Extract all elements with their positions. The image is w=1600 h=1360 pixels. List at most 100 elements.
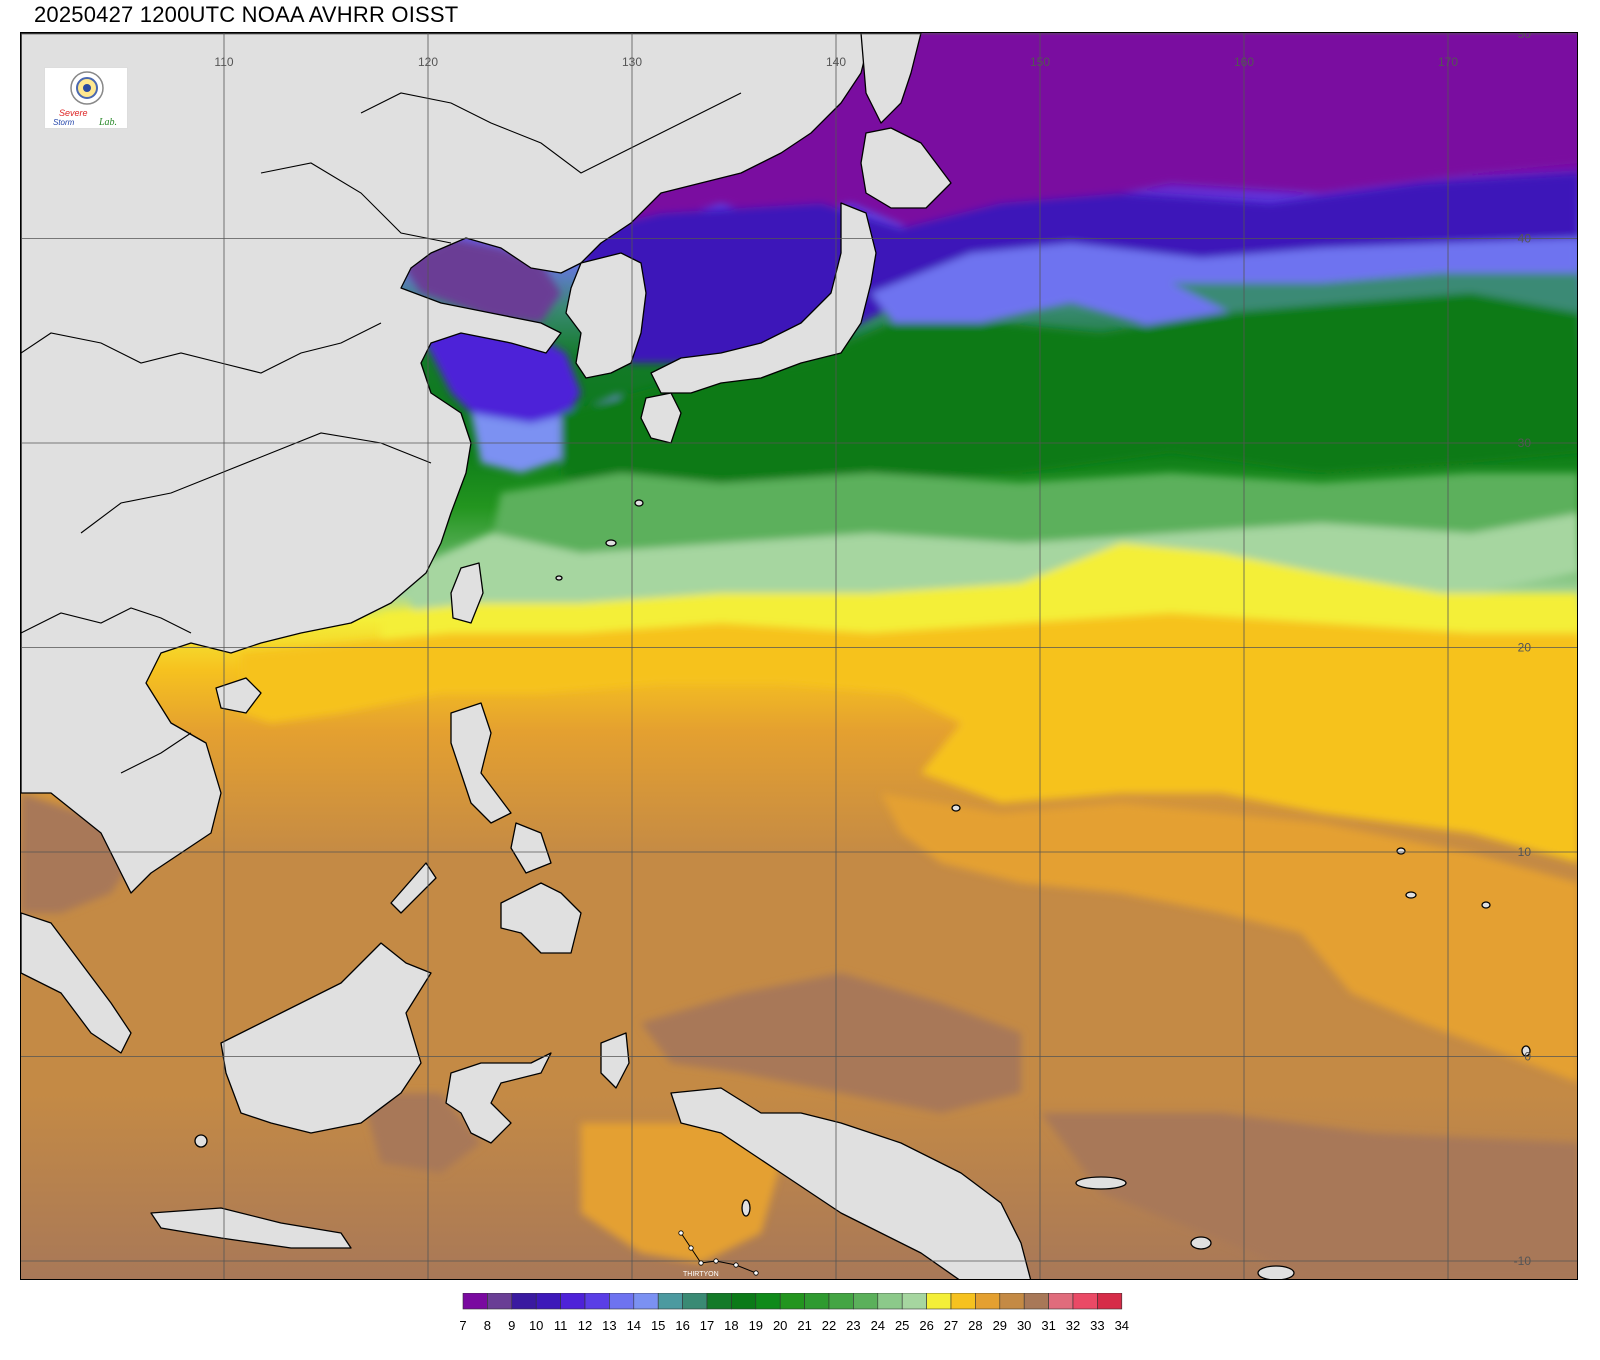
lon-label-110: 110 bbox=[214, 55, 233, 69]
lon-label-140: 140 bbox=[826, 55, 846, 69]
colorbar-label: 15 bbox=[650, 1318, 666, 1333]
colorbar-label: 34 bbox=[1114, 1318, 1130, 1333]
land bbox=[21, 33, 1531, 1279]
colorbar-swatch bbox=[975, 1292, 1001, 1310]
land-malay-sumatra bbox=[21, 912, 132, 1054]
land-luzon bbox=[450, 702, 512, 824]
colorbar-label: 32 bbox=[1065, 1318, 1081, 1333]
colorbar-swatch bbox=[462, 1292, 488, 1310]
land-java bbox=[150, 1207, 352, 1249]
land-island-1 bbox=[951, 804, 961, 812]
sst-band-gold-south bbox=[581, 1123, 781, 1263]
colorbar-swatch bbox=[609, 1292, 635, 1310]
colorbar-swatch bbox=[706, 1292, 732, 1310]
land-korea bbox=[565, 252, 647, 379]
lat-label-20: 20 bbox=[1518, 641, 1532, 655]
borders bbox=[21, 92, 742, 774]
land-ryukyu-3 bbox=[555, 575, 563, 581]
track-annotation: THIRTYON bbox=[678, 1230, 759, 1278]
colorbar-label: 13 bbox=[602, 1318, 617, 1333]
land-island-8 bbox=[1257, 1265, 1295, 1279]
colorbar-label: 8 bbox=[483, 1318, 491, 1333]
land-island-4 bbox=[1481, 901, 1491, 909]
sst-band-dark-green bbox=[561, 293, 1577, 503]
colorbar-swatch bbox=[487, 1292, 513, 1310]
colorbar-swatch bbox=[1097, 1292, 1123, 1310]
colorbar-swatch bbox=[853, 1292, 879, 1310]
sst-band-pale-green bbox=[401, 513, 1577, 633]
lon-label-170: 170 bbox=[1438, 55, 1458, 69]
colorbar-swatch bbox=[535, 1292, 561, 1310]
colorbar-swatch bbox=[804, 1292, 830, 1310]
colorbar-label: 16 bbox=[675, 1318, 690, 1333]
colorbar-label: 14 bbox=[626, 1318, 642, 1333]
land-island-9 bbox=[741, 1199, 751, 1217]
lat-label--10: -10 bbox=[1514, 1254, 1532, 1268]
colorbar-label: 20 bbox=[772, 1318, 788, 1333]
map-title: 20250427 1200UTC NOAA AVHRR OISST bbox=[34, 2, 459, 27]
colorbar-label: 18 bbox=[724, 1318, 739, 1333]
land-island-5 bbox=[1521, 1045, 1531, 1057]
sst-band-yellow bbox=[381, 543, 1577, 653]
colorbar-label: 10 bbox=[528, 1318, 544, 1333]
land-ryukyu-1 bbox=[605, 539, 617, 547]
lon-label-160: 160 bbox=[1234, 55, 1254, 69]
svg-text:Lab.: Lab. bbox=[98, 117, 117, 128]
colorbar-label: 30 bbox=[1016, 1318, 1032, 1333]
land-island-6 bbox=[1075, 1176, 1127, 1190]
land-hokkaido bbox=[860, 127, 952, 209]
colorbar-label: 7 bbox=[459, 1318, 467, 1333]
colorbar-swatch bbox=[950, 1292, 976, 1310]
sst-band-brown-banda bbox=[361, 1093, 481, 1173]
land-ryukyu-2 bbox=[634, 499, 644, 507]
sst-band-gold bbox=[881, 793, 1577, 1083]
lon-label-150: 150 bbox=[1030, 55, 1050, 69]
land-sulawesi bbox=[445, 1052, 552, 1144]
colorbar-label: 23 bbox=[846, 1318, 861, 1333]
sst-field bbox=[21, 33, 1577, 1279]
colorbar-swatch bbox=[584, 1292, 610, 1310]
land-island-2 bbox=[1396, 847, 1406, 855]
colorbar-label: 17 bbox=[699, 1318, 715, 1333]
colorbar-swatch bbox=[779, 1292, 805, 1310]
sst-band-orange bbox=[241, 613, 1577, 863]
colorbar-label: 25 bbox=[894, 1318, 910, 1333]
land-taiwan bbox=[450, 562, 484, 624]
colorbar-label: 33 bbox=[1090, 1318, 1105, 1333]
colorbar-swatch bbox=[877, 1292, 903, 1310]
graticule bbox=[21, 33, 1577, 1279]
colorbar-swatch bbox=[828, 1292, 854, 1310]
colorbar-label: 11 bbox=[553, 1318, 568, 1333]
colorbar-label: 28 bbox=[968, 1318, 983, 1333]
land-hainan bbox=[215, 677, 262, 714]
colorbar-label: 12 bbox=[577, 1318, 593, 1333]
colorbar-label: 21 bbox=[797, 1318, 812, 1333]
colorbar-label: 26 bbox=[919, 1318, 934, 1333]
colorbar-label: 29 bbox=[992, 1318, 1008, 1333]
land-palawan bbox=[390, 862, 437, 914]
land-borneo bbox=[220, 942, 432, 1134]
lat-label-40: 40 bbox=[1518, 232, 1532, 246]
sst-band-mid-green bbox=[491, 473, 1577, 553]
colorbar-swatch bbox=[1023, 1292, 1049, 1310]
severe-storm-lab-logo: Severe Storm Lab. bbox=[44, 67, 128, 129]
colorbar-swatch bbox=[682, 1292, 708, 1310]
land-visayas bbox=[510, 822, 552, 874]
svg-text:Storm: Storm bbox=[53, 118, 75, 127]
colorbar-swatch bbox=[731, 1292, 757, 1310]
land-island-7 bbox=[1190, 1236, 1212, 1250]
svg-text:Severe: Severe bbox=[59, 108, 88, 118]
lon-label-130: 130 bbox=[622, 55, 642, 69]
lat-label-0: 0 bbox=[1524, 1050, 1531, 1064]
latitude-labels: 50 40 30 20 10 0 -10 bbox=[1514, 33, 1532, 1268]
track-label: THIRTYON bbox=[683, 1271, 719, 1278]
colorbar-swatch bbox=[511, 1292, 537, 1310]
lon-label-120: 120 bbox=[418, 55, 438, 69]
colorbar-label: 19 bbox=[748, 1318, 764, 1333]
sst-band-brown-south bbox=[1041, 1113, 1577, 1279]
land-halmahera bbox=[600, 1032, 630, 1089]
land-new-guinea bbox=[670, 1087, 1032, 1279]
land-island-3 bbox=[1405, 891, 1417, 899]
colorbar-swatches bbox=[462, 1292, 1123, 1310]
colorbar-label: 31 bbox=[1041, 1318, 1056, 1333]
